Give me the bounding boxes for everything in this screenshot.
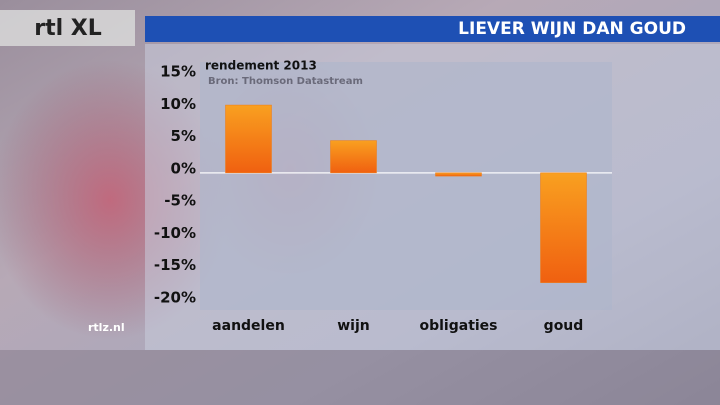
logo-box bbox=[0, 10, 135, 46]
x-tick-label: obligaties bbox=[419, 318, 497, 334]
y-tick-label: -5% bbox=[164, 192, 196, 210]
y-tick-label: -15% bbox=[154, 256, 196, 274]
subtitle: rendement 2013 bbox=[205, 59, 317, 73]
x-tick-label: goud bbox=[544, 318, 584, 334]
bar bbox=[330, 140, 377, 174]
x-tick-label: wijn bbox=[337, 318, 370, 334]
source: Bron: Thomson Datastream bbox=[208, 76, 363, 87]
y-tick-label: 0% bbox=[171, 159, 196, 177]
chart-title: LIEVER WIJN DAN GOUD bbox=[458, 19, 686, 39]
bottom-band bbox=[0, 350, 720, 405]
y-tick-label: -10% bbox=[154, 224, 196, 242]
bar bbox=[225, 104, 272, 174]
x-tick-label: aandelen bbox=[212, 318, 285, 334]
title-bar bbox=[145, 16, 720, 42]
website: rtlz.nl bbox=[88, 321, 125, 334]
bar bbox=[435, 172, 482, 177]
logo: rtl XL bbox=[34, 16, 102, 41]
bar bbox=[540, 172, 587, 283]
y-tick-label: 10% bbox=[160, 95, 196, 113]
y-tick-label: -20% bbox=[154, 289, 196, 307]
y-tick-label: 15% bbox=[160, 63, 196, 81]
y-tick-label: 5% bbox=[171, 127, 196, 145]
